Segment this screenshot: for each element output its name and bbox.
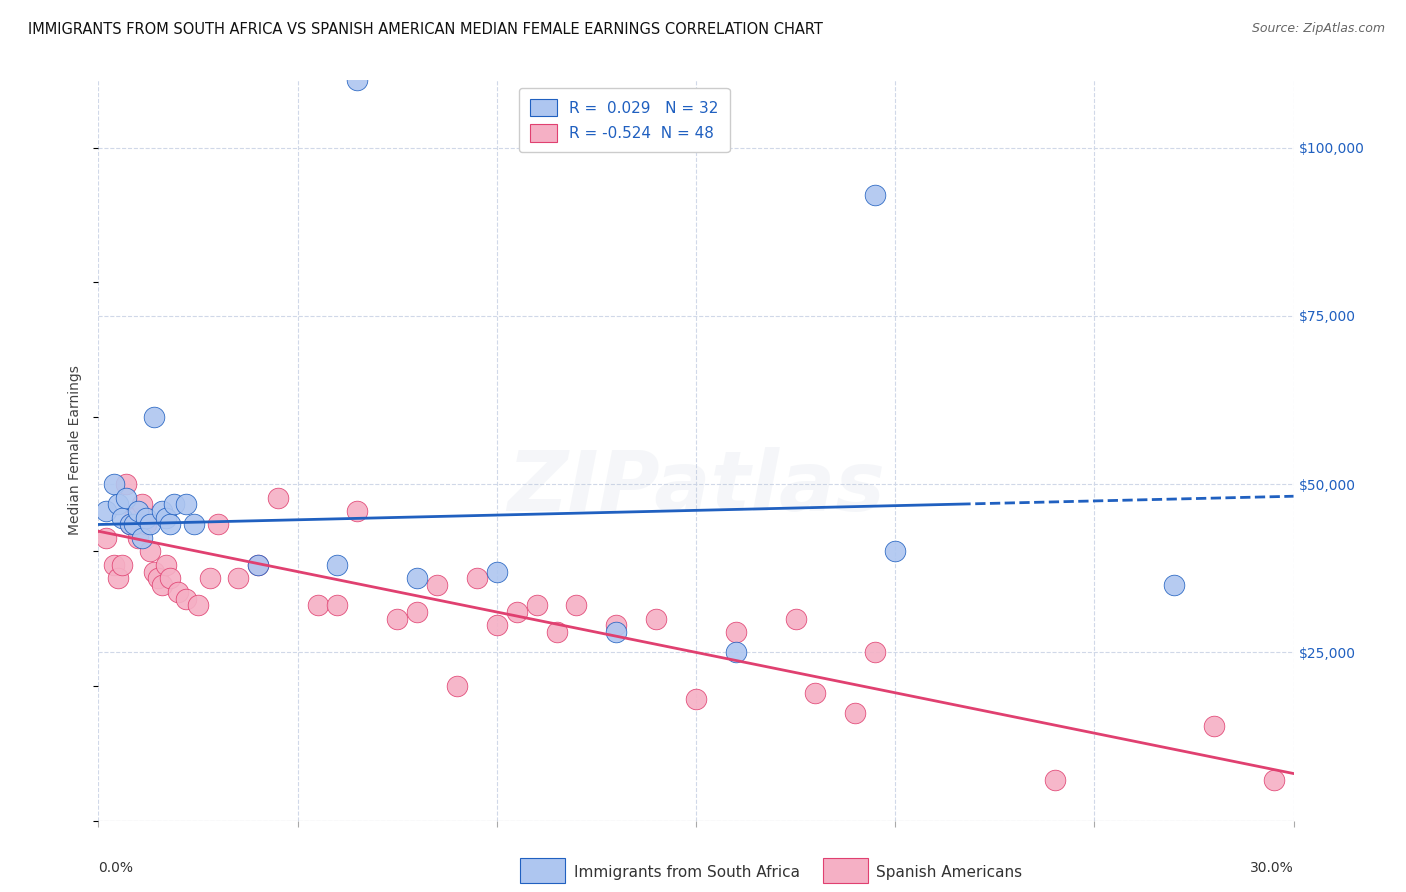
Point	[174, 497, 197, 511]
Point	[226, 571, 249, 585]
Point	[724, 645, 747, 659]
Point	[246, 558, 269, 572]
Point	[124, 517, 146, 532]
Point	[127, 531, 149, 545]
Point	[143, 565, 166, 579]
Point	[103, 477, 125, 491]
Point	[406, 571, 429, 585]
Point	[124, 510, 146, 524]
Point	[187, 599, 209, 613]
Point	[115, 477, 138, 491]
Point	[485, 565, 508, 579]
Point	[307, 599, 329, 613]
Point	[1263, 773, 1285, 788]
Point	[150, 578, 173, 592]
Point	[1043, 773, 1066, 788]
Point	[326, 599, 349, 613]
Point	[131, 497, 153, 511]
Point	[246, 558, 269, 572]
Point	[163, 497, 186, 511]
Point	[131, 531, 153, 545]
Point	[1163, 578, 1185, 592]
Point	[120, 517, 142, 532]
Point	[207, 517, 229, 532]
Point	[406, 605, 429, 619]
Point	[426, 578, 449, 592]
Point	[111, 510, 134, 524]
Point	[159, 517, 181, 532]
Point	[148, 571, 170, 585]
Point	[804, 686, 827, 700]
Point	[724, 625, 747, 640]
Point	[685, 692, 707, 706]
Point	[346, 73, 368, 87]
Point	[844, 706, 866, 720]
Point	[167, 584, 190, 599]
Point	[465, 571, 488, 585]
Point	[155, 510, 177, 524]
Point	[96, 504, 118, 518]
Text: Source: ZipAtlas.com: Source: ZipAtlas.com	[1251, 22, 1385, 36]
Point	[150, 504, 173, 518]
Point	[107, 571, 129, 585]
Point	[143, 409, 166, 424]
Text: 0.0%: 0.0%	[98, 862, 134, 875]
Point	[565, 599, 588, 613]
Point	[135, 510, 157, 524]
Point	[526, 599, 548, 613]
Point	[96, 531, 118, 545]
Point	[115, 491, 138, 505]
Point	[183, 517, 205, 532]
Point	[103, 558, 125, 572]
Point	[326, 558, 349, 572]
Point	[159, 571, 181, 585]
Point	[884, 544, 907, 558]
Point	[385, 612, 409, 626]
Point	[135, 517, 157, 532]
Point	[127, 504, 149, 518]
Point	[139, 517, 162, 532]
Point	[446, 679, 468, 693]
Point	[267, 491, 290, 505]
Point	[645, 612, 668, 626]
Point	[107, 497, 129, 511]
Text: ZIPatlas: ZIPatlas	[508, 447, 884, 528]
Point	[865, 187, 887, 202]
Text: 30.0%: 30.0%	[1250, 862, 1294, 875]
Point	[546, 625, 568, 640]
Text: IMMIGRANTS FROM SOUTH AFRICA VS SPANISH AMERICAN MEDIAN FEMALE EARNINGS CORRELAT: IMMIGRANTS FROM SOUTH AFRICA VS SPANISH …	[28, 22, 823, 37]
Text: Spanish Americans: Spanish Americans	[876, 865, 1022, 880]
Point	[605, 618, 627, 632]
Point	[198, 571, 221, 585]
Point	[605, 625, 627, 640]
Point	[506, 605, 529, 619]
Point	[120, 517, 142, 532]
Point	[865, 645, 887, 659]
Legend: R =  0.029   N = 32, R = -0.524  N = 48: R = 0.029 N = 32, R = -0.524 N = 48	[519, 88, 730, 153]
Point	[111, 558, 134, 572]
Point	[139, 544, 162, 558]
Point	[155, 558, 177, 572]
Text: Immigrants from South Africa: Immigrants from South Africa	[574, 865, 800, 880]
Point	[1202, 719, 1225, 733]
Point	[174, 591, 197, 606]
Point	[785, 612, 807, 626]
Point	[485, 618, 508, 632]
Y-axis label: Median Female Earnings: Median Female Earnings	[69, 366, 83, 535]
Point	[346, 504, 368, 518]
